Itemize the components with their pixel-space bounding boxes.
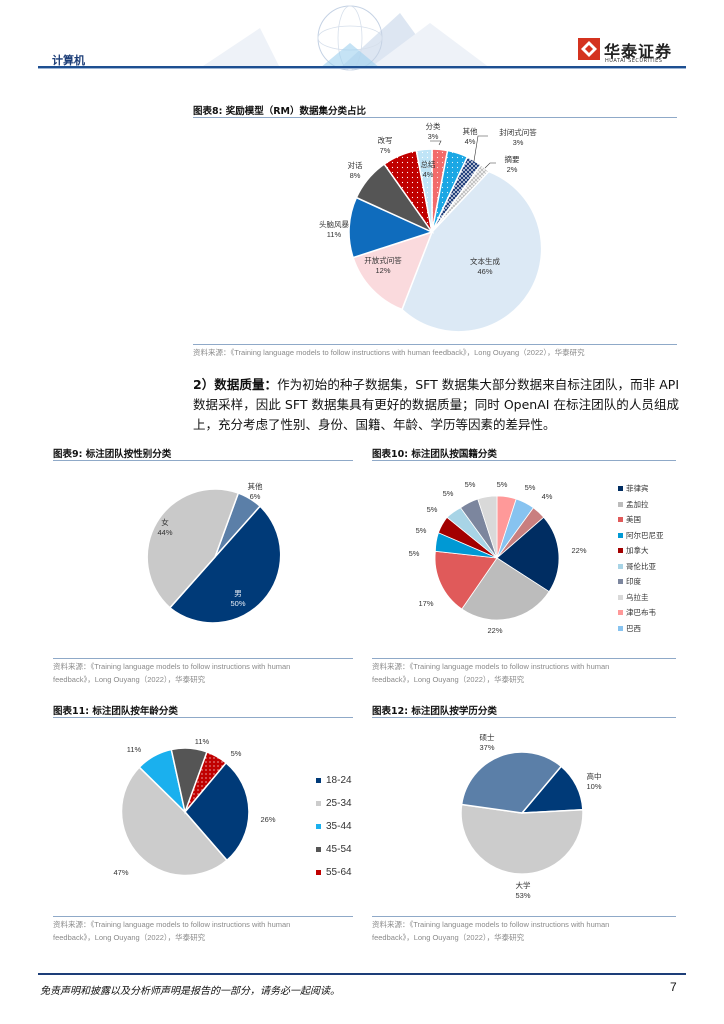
fig10-value-usa: 17% xyxy=(418,599,434,608)
fig10-value-rose: 4% xyxy=(541,492,553,501)
logo-text-cn: 华泰证券 xyxy=(604,42,673,61)
figure-8-title: 图表8: 奖励模型（RM）数据集分类占比 xyxy=(193,106,366,117)
fig8-label-kaifang: 开放式问答 12% xyxy=(364,256,402,275)
fig11-legend: 18-24 25-34 35-44 45-54 55-64 xyxy=(316,769,352,884)
fig10-value-albania: 5% xyxy=(408,549,420,558)
fig9-label-nan: 男 50% xyxy=(230,589,246,608)
fig10-value-india: 5% xyxy=(442,489,454,498)
fig10-value-brazil: 5% xyxy=(524,483,536,492)
fig12-label-daxue: 大学 53% xyxy=(515,881,531,900)
paragraph-lead: 2）数据质量： xyxy=(193,377,278,392)
footer-disclaimer: 免责声明和披露以及分析师声明是报告的一部分，请务必一起阅读。 xyxy=(40,986,340,997)
fig8-label-wenben: 文本生成 46% xyxy=(470,257,500,276)
figure-9-source: 资料来源：《Training language models to follow… xyxy=(53,662,291,684)
fig8-label-fenlei: 分类 3% xyxy=(425,122,441,141)
figure-10-title: 图表10: 标注团队按国籍分类 xyxy=(372,449,497,460)
figure-12-title: 图表12: 标注团队按学历分类 xyxy=(372,706,497,717)
fig10-value-philippines: 22% xyxy=(571,546,587,555)
figure-11-source-rule xyxy=(53,916,353,917)
body-paragraph: 2）数据质量：作为初始的种子数据集，SFT 数据集大部分数据来自标注团队，而非 … xyxy=(193,375,679,435)
figure-11-title: 图表11: 标注团队按年龄分类 xyxy=(53,706,178,717)
fig10-value-zimbabwe: 5% xyxy=(496,480,508,489)
legend-item-45-54: 45-54 xyxy=(316,838,352,861)
fig10-value-uruguay: 5% xyxy=(464,480,476,489)
legend-item-colombia: 哥伦比亚 xyxy=(618,559,664,575)
legend-item-usa: 美国 xyxy=(618,512,664,528)
figure-11-rule xyxy=(53,717,353,718)
huatai-logo-icon xyxy=(578,38,600,60)
page-number: 7 xyxy=(670,980,677,994)
fig11-value-18-24: 26% xyxy=(260,815,276,824)
fig11-value-35-44: 11% xyxy=(126,745,142,754)
fig10-value-canada: 5% xyxy=(415,526,427,535)
figure-10-rule xyxy=(372,460,676,461)
section-label: 计算机 xyxy=(52,54,85,67)
figure-8-source: 资料来源：《Training language models to follow… xyxy=(193,348,585,357)
legend-item-brazil: 巴西 xyxy=(618,621,664,637)
legend-item-18-24: 18-24 xyxy=(316,769,352,792)
fig10-value-colombia: 5% xyxy=(426,505,438,514)
figure-9-rule xyxy=(53,460,353,461)
fig9-label-nv: 女 44% xyxy=(157,518,173,537)
header-globe-decoration xyxy=(200,5,490,71)
figure-10-source: 资料来源：《Training language models to follow… xyxy=(372,662,610,684)
figure-12-source-rule xyxy=(372,916,676,917)
fig8-label-qita: 其他 4% xyxy=(462,127,478,146)
fig11-value-55-64: 5% xyxy=(230,749,242,758)
legend-item-albania: 阿尔巴尼亚 xyxy=(618,528,664,544)
fig8-label-duihua: 对话 8% xyxy=(347,161,363,180)
legend-item-uruguay: 乌拉圭 xyxy=(618,590,664,606)
logo-text-en: HUATAI SECURITIES xyxy=(605,58,663,64)
fig8-label-zongjie: 总结 4% xyxy=(420,160,436,179)
fig8-label-naobao: 头脑风暴 11% xyxy=(319,220,349,239)
figure-11-source: 资料来源：《Training language models to follow… xyxy=(53,920,291,942)
figure-9-source-rule xyxy=(53,658,353,659)
legend-item-25-34: 25-34 xyxy=(316,792,352,815)
footer-rule xyxy=(38,973,686,975)
fig8-label-zhaiyao: 摘要 2% xyxy=(504,155,520,174)
figure-12-source: 资料来源：《Training language models to follow… xyxy=(372,920,610,942)
fig12-label-shuoshi: 硕士 37% xyxy=(479,733,495,752)
legend-item-philippines: 菲律宾 xyxy=(618,481,664,497)
fig11-value-25-34: 47% xyxy=(113,868,129,877)
fig11-value-45-54: 11% xyxy=(194,737,210,746)
legend-item-55-64: 55-64 xyxy=(316,861,352,884)
figure-8-rule xyxy=(193,117,677,118)
fig9-label-qita: 其他 6% xyxy=(247,482,263,501)
fig10-value-bangladesh: 22% xyxy=(487,626,503,635)
figure-8-source-rule xyxy=(193,344,677,345)
legend-item-india: 印度 xyxy=(618,574,664,590)
header-rule xyxy=(38,66,686,68)
legend-item-canada: 加拿大 xyxy=(618,543,664,559)
figure-10-source-rule xyxy=(372,658,676,659)
fig8-label-fengbi: 封闭式问答 3% xyxy=(499,128,537,147)
figure-12-rule xyxy=(372,717,676,718)
paragraph-text: 作为初始的种子数据集，SFT 数据集大部分数据来自标注团队，而非 API 数据采… xyxy=(193,377,680,432)
fig8-label-gaixie: 改写 7% xyxy=(377,136,393,155)
legend-item-zimbabwe: 津巴布韦 xyxy=(618,605,664,621)
figure-9-title: 图表9: 标注团队按性别分类 xyxy=(53,449,172,460)
fig12-label-gaozhong: 高中 10% xyxy=(586,772,602,791)
legend-item-bangladesh: 孟加拉 xyxy=(618,497,664,513)
header-rule-light xyxy=(38,68,686,69)
fig10-legend: 菲律宾 孟加拉 美国 阿尔巴尼亚 加拿大 哥伦比亚 印度 乌拉圭 津巴布韦 巴西 xyxy=(618,481,664,636)
legend-item-35-44: 35-44 xyxy=(316,815,352,838)
